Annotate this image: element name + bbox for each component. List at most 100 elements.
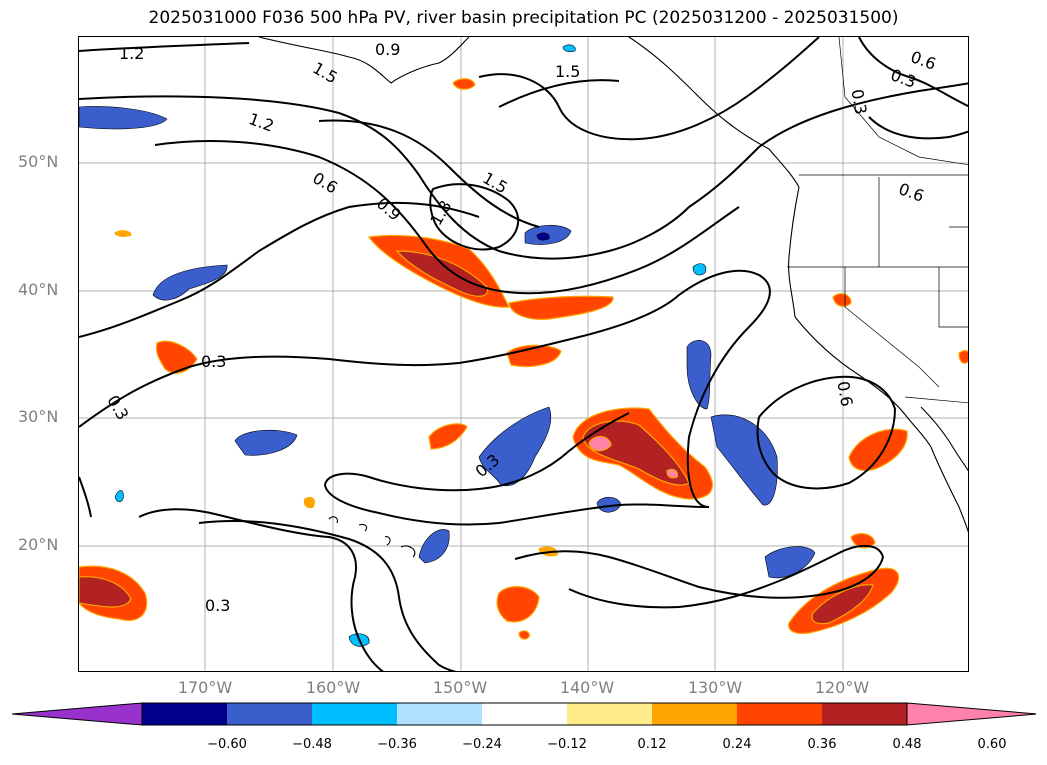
colorbar-segment <box>397 703 482 725</box>
neg-region-170w <box>152 264 228 301</box>
pos-region-small-b <box>832 293 852 307</box>
pv-contour-13 <box>514 545 885 609</box>
lon-label-140w: 140°W <box>559 678 615 697</box>
pv-contour-4 <box>429 183 519 251</box>
colorbar-segment <box>737 703 822 725</box>
contour-label: 0.3 <box>888 65 918 92</box>
colorbar-segment <box>822 703 907 725</box>
pv-contour-16 <box>868 116 968 140</box>
colorbar-tick-label: −0.60 <box>207 737 247 752</box>
contour-label: 0.6 <box>833 380 856 408</box>
contour-label: 1.5 <box>555 62 580 81</box>
colorbar <box>11 702 1036 726</box>
lat-label-50n: 50°N <box>18 152 59 171</box>
contour-label: 0.9 <box>373 194 405 225</box>
pv-contour-12 <box>79 476 92 518</box>
coast-baja <box>930 446 968 533</box>
neg-region-126w-18n <box>764 546 816 579</box>
lat-label-40n: 40°N <box>18 280 59 299</box>
border-state-inner <box>878 177 968 328</box>
colorbar-tick-label: 0.60 <box>977 737 1007 752</box>
border-us-mexico <box>904 396 968 404</box>
coast-california <box>794 316 932 448</box>
negative-precip-regions <box>79 44 816 647</box>
map-title: 2025031000 F036 500 hPa PV, river basin … <box>148 8 899 28</box>
pos-region-178w-16n-core <box>79 576 132 608</box>
contour-label: 0.3 <box>847 88 870 116</box>
pos-region-117w-27n <box>848 428 908 472</box>
hawaii-islands <box>328 516 416 558</box>
contour-label: 0.9 <box>375 40 400 59</box>
pos-region-small-h <box>518 630 530 640</box>
colorbar-segments <box>11 702 1036 726</box>
colorbar-segment <box>142 703 227 725</box>
pv-contour-8 <box>79 269 771 508</box>
pos-region-145w-16n <box>496 586 540 623</box>
pos-region-small-e <box>114 230 132 237</box>
contour-label: 0.6 <box>908 47 938 74</box>
colorbar-segment <box>227 703 312 725</box>
colorbar-tick-label: −0.48 <box>292 737 332 752</box>
contour-label: 0.3 <box>103 392 132 424</box>
contour-label: 0.6 <box>896 179 926 206</box>
lon-label-120w: 120°W <box>814 678 870 697</box>
colorbar-segment <box>567 703 652 725</box>
pv-contour-9 <box>323 412 710 526</box>
lon-label-130w: 130°W <box>687 678 743 697</box>
colorbar-extend-low <box>11 702 143 726</box>
coast-alaska <box>258 37 470 84</box>
coast-bc-washington <box>788 186 800 318</box>
lon-label-150w: 150°W <box>432 678 488 697</box>
political-borders <box>787 37 968 404</box>
pos-region-pink-core-2 <box>666 468 678 479</box>
neg-region-150w-20n <box>418 529 450 564</box>
contour-label: 0.6 <box>309 168 341 197</box>
pos-region-150w-30n <box>428 423 468 450</box>
colorbar-frame <box>141 702 908 726</box>
pos-region-small-a <box>452 78 476 90</box>
pv-contour-17 <box>498 79 620 108</box>
contour-label: 1.2 <box>119 44 144 63</box>
neg-region-small-1 <box>562 44 576 53</box>
pos-region-small-d <box>303 496 315 509</box>
pv-contour-15 <box>858 37 968 108</box>
neg-region-small-4 <box>692 263 707 276</box>
lon-label-160w: 160°W <box>305 678 361 697</box>
pos-region-143w-39n <box>508 295 614 320</box>
neg-region-168w-30n <box>234 429 298 456</box>
contour-label: 0.3 <box>205 596 230 615</box>
coastlines <box>258 37 968 558</box>
pos-region-pink-core-1 <box>588 435 612 452</box>
contour-label: 1.5 <box>309 58 341 87</box>
colorbar-tick-label: −0.12 <box>547 737 587 752</box>
lat-label-20n: 20°N <box>18 535 59 554</box>
pv-contour-6 <box>318 119 540 228</box>
colorbar-tick-label: −0.36 <box>377 737 417 752</box>
colorbar-extend-high <box>906 702 1036 726</box>
colorbar-tick-label: 0.24 <box>722 737 752 752</box>
pos-region-167w-34n <box>155 340 198 374</box>
lat-label-30n: 30°N <box>18 407 59 426</box>
pv-contour-3 <box>154 140 740 295</box>
pv-contour-11 <box>198 519 457 671</box>
contour-label: 0.3 <box>201 352 226 371</box>
colorbar-tick-label: 0.36 <box>807 737 837 752</box>
border-alaska-canada <box>838 37 968 166</box>
pv-contour-labels: 1.2 1.5 0.9 1.5 0.6 0.3 1.2 0.6 0.9 1.8 … <box>103 40 938 615</box>
coast-gulf-california <box>920 406 968 472</box>
pv-contour-2 <box>79 82 968 260</box>
neg-region-nw <box>79 106 168 130</box>
map-frame: 1.2 1.5 0.9 1.5 0.6 0.3 1.2 0.6 0.9 1.8 … <box>78 36 969 672</box>
colorbar-segment <box>482 703 567 725</box>
pv-contour-10 <box>138 508 384 671</box>
pos-region-small-c <box>850 533 876 549</box>
map-canvas: 1.2 1.5 0.9 1.5 0.6 0.3 1.2 0.6 0.9 1.8 … <box>79 37 968 671</box>
contour-label: 1.5 <box>479 168 511 197</box>
pos-region-small-f <box>958 349 968 364</box>
neg-region-small-2 <box>114 490 124 503</box>
colorbar-segment <box>652 703 737 725</box>
neg-region-center-core <box>536 232 550 241</box>
colorbar-tick-label: 0.48 <box>892 737 922 752</box>
neg-region-145w-28n <box>478 406 552 487</box>
contour-label: 1.2 <box>246 109 276 136</box>
